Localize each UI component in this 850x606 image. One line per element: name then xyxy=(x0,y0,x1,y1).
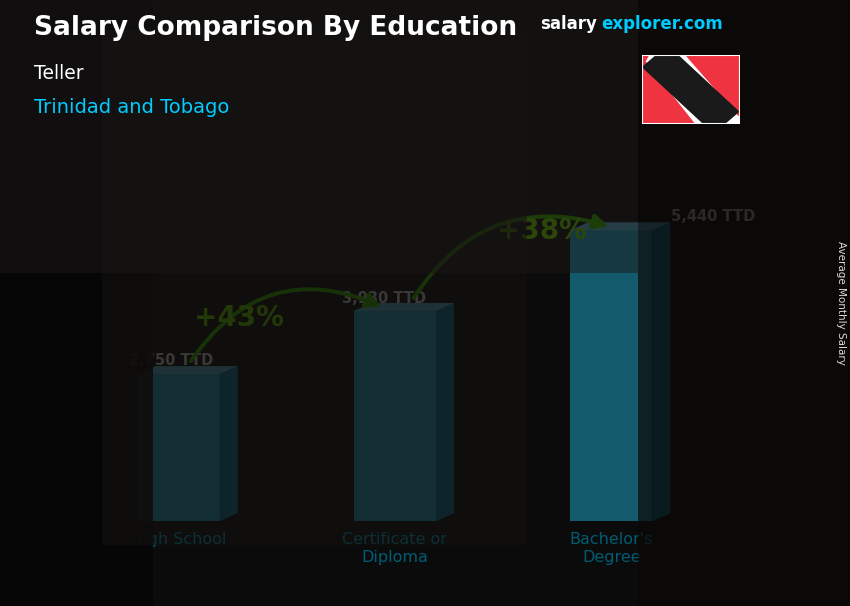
Bar xyxy=(102,30,527,545)
Polygon shape xyxy=(570,222,671,230)
Polygon shape xyxy=(652,222,671,521)
Text: +43%: +43% xyxy=(194,304,284,332)
Text: Salary Comparison By Education: Salary Comparison By Education xyxy=(34,15,517,41)
Text: +38%: +38% xyxy=(497,217,587,245)
Text: 3,930 TTD: 3,930 TTD xyxy=(342,291,426,306)
Polygon shape xyxy=(138,366,238,374)
Text: Average Monthly Salary: Average Monthly Salary xyxy=(836,241,846,365)
Polygon shape xyxy=(642,55,740,124)
Bar xyxy=(0,0,638,273)
Text: Teller: Teller xyxy=(34,64,83,82)
Bar xyxy=(638,0,850,606)
Bar xyxy=(354,311,436,521)
Polygon shape xyxy=(219,366,238,521)
Polygon shape xyxy=(354,303,454,311)
Polygon shape xyxy=(646,55,740,125)
Bar xyxy=(138,374,219,521)
Text: 5,440 TTD: 5,440 TTD xyxy=(671,209,755,224)
Polygon shape xyxy=(436,303,454,521)
Bar xyxy=(570,230,652,521)
Text: salary: salary xyxy=(540,15,597,33)
Bar xyxy=(0,0,153,606)
Text: Trinidad and Tobago: Trinidad and Tobago xyxy=(34,98,230,117)
Text: explorer.com: explorer.com xyxy=(601,15,722,33)
Text: 2,750 TTD: 2,750 TTD xyxy=(128,353,213,368)
